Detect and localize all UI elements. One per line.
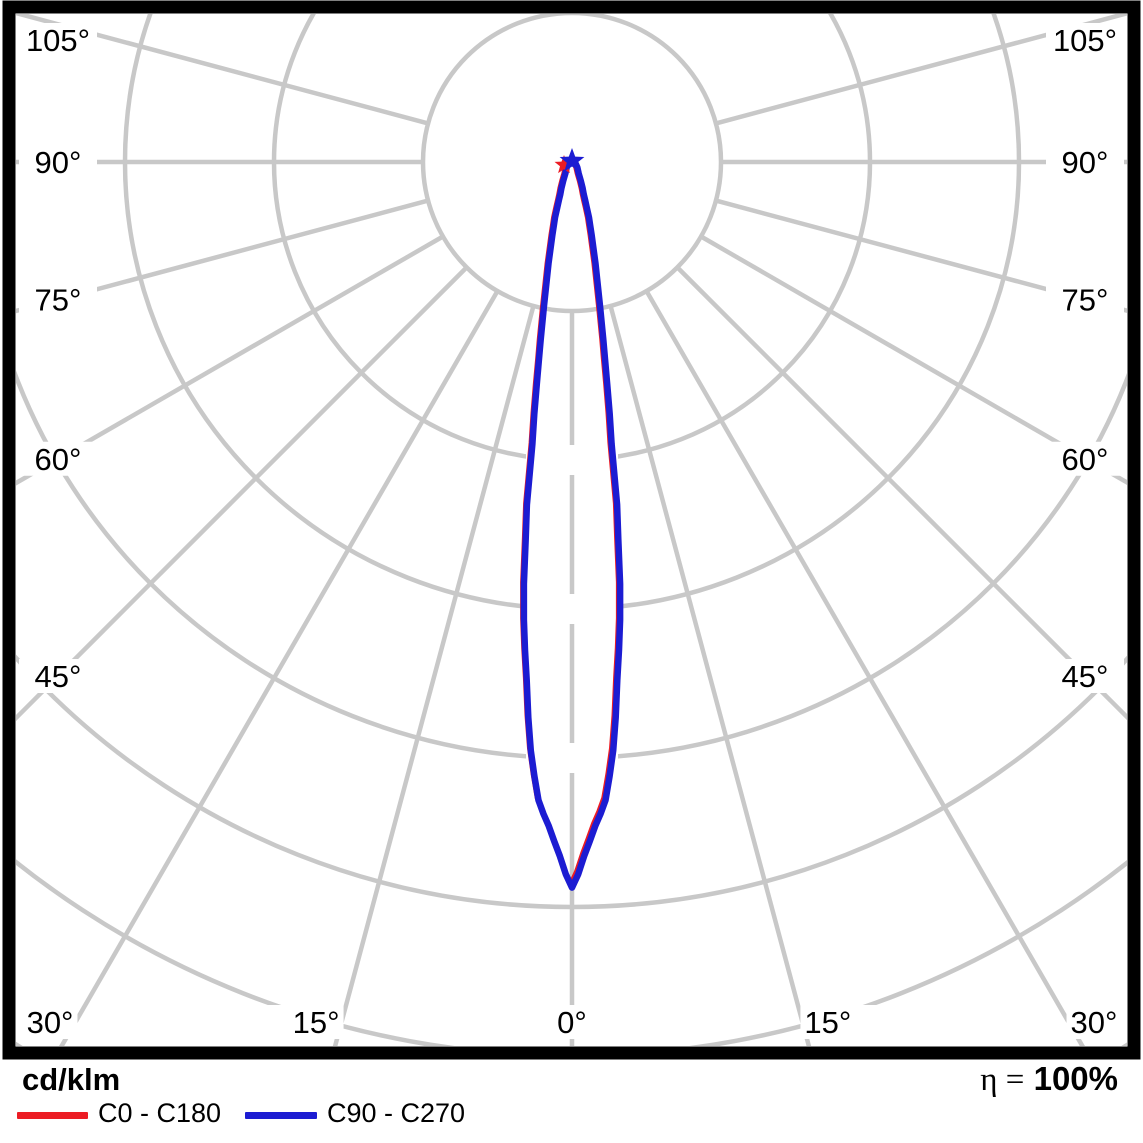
angle-label-halo (19, 659, 97, 693)
legend: C0 - C180 C90 - C270 (0, 1098, 1143, 1140)
grid-radial (16, 14, 429, 126)
legend-label-c0-c180: C0 - C180 (98, 1098, 222, 1128)
grid-radial (675, 265, 1127, 721)
plot-frame (2, 0, 1141, 1060)
legend-swatch-c90-c270 (245, 1112, 317, 1119)
angle-tick-label: 105° (26, 23, 90, 58)
ring-label-halo (526, 743, 618, 773)
angle-label-halo (265, 1005, 344, 1039)
chart-footer: cd/klm C0 - C180 C90 - C270 η = 100% (0, 1060, 1143, 1143)
angle-tick-label: 30° (1071, 1005, 1118, 1040)
polar-chart-area: 105° 90° 75° 60° 45° 30° 15° 0° 15° 30° 45° 60° 75° 9… (0, 0, 1143, 1060)
angle-labels: 105° 90° 75° 60° 45° 30° 15° 0° 15° 30° 45° 60° 75° 9… (0, 23, 1143, 1040)
angle-tick-label: 60° (1062, 442, 1109, 477)
grid-radial (59, 289, 500, 1046)
angle-label-halo (1046, 23, 1124, 57)
legend-label-c90-c270: C90 - C270 (327, 1098, 466, 1128)
origin-marker-blue-star (559, 148, 585, 172)
angle-tick-label: 45° (1062, 659, 1109, 694)
angle-tick-label: 90° (35, 145, 82, 180)
angle-tick-label: 75° (35, 283, 82, 318)
angle-label-halo (536, 1005, 608, 1039)
angle-label-halo (19, 23, 97, 57)
grid-radial (715, 14, 1127, 126)
grid-radial (16, 265, 469, 722)
efficiency-label: η = 100% (980, 1060, 1118, 1099)
angle-tick-label: 15° (804, 1005, 851, 1040)
polar-photometric-chart: 105° 90° 75° 60° 45° 30° 15° 0° 15° 30° 45° 60° 75° 9… (0, 0, 1143, 1060)
legend-swatch-c0-c180 (17, 1112, 88, 1119)
polar-grid (16, 14, 1127, 1046)
angle-tick-label: 15° (293, 1005, 340, 1040)
angle-label-halo (1046, 659, 1124, 693)
angle-tick-label: 75° (1062, 283, 1109, 318)
ring-label-halo (526, 594, 618, 624)
angle-tick-label: 105° (1053, 23, 1117, 58)
angle-label-halo (800, 1005, 879, 1039)
angle-label-halo (19, 282, 97, 317)
ring-label-halo (526, 445, 618, 475)
angle-tick-label: 90° (1062, 145, 1109, 180)
angle-tick-label: 0° (557, 1005, 587, 1040)
angle-label-halo (1046, 441, 1124, 476)
grid-radial (608, 305, 812, 1046)
origin-marker-red-star (554, 155, 574, 174)
eta-symbol: η = (980, 1062, 1025, 1098)
angle-label-halo (1046, 145, 1124, 179)
curve-c90-c270 (520, 158, 624, 891)
angle-label-halo (19, 441, 97, 476)
grid-radial (16, 234, 445, 486)
angle-label-halo (19, 145, 97, 179)
angle-tick-label: 60° (35, 442, 82, 477)
grid-radial (715, 198, 1127, 314)
unit-label: cd/klm (22, 1062, 121, 1097)
grid-radial (644, 289, 1085, 1046)
grid-radial (699, 234, 1127, 486)
grid-radial (16, 198, 429, 314)
angle-tick-label: 45° (35, 659, 82, 694)
grid-radial (332, 305, 536, 1046)
angle-label-halo (1046, 282, 1124, 317)
efficiency-value: 100% (1033, 1060, 1118, 1097)
angle-tick-label: 30° (27, 1005, 74, 1040)
